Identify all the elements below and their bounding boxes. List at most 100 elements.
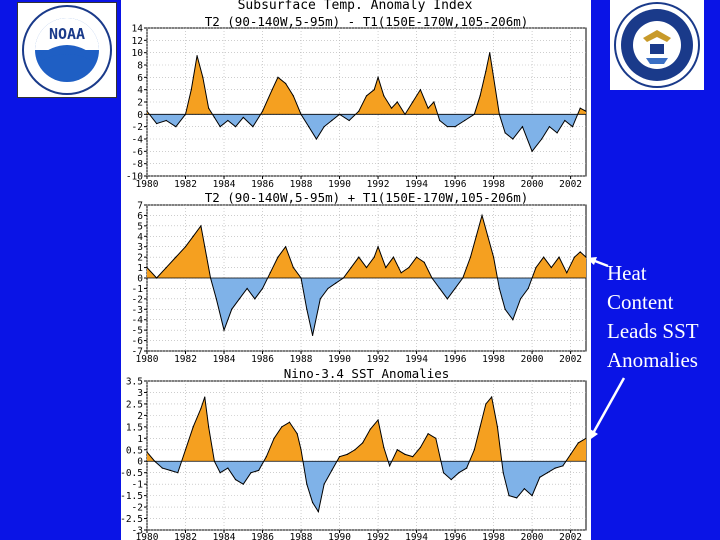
chart-title: Nino-3.4 SST Anomalies — [284, 366, 450, 381]
data-point — [390, 107, 393, 109]
data-point — [323, 483, 325, 485]
y-tick-label: 3 — [137, 388, 143, 399]
data-point — [265, 456, 267, 458]
data-point — [184, 113, 187, 115]
data-point — [252, 126, 254, 128]
data-point — [431, 277, 433, 279]
x-tick-label: 1982 — [174, 532, 197, 540]
y-tick-label: 0 — [137, 457, 143, 468]
data-point — [254, 298, 256, 300]
data-point — [175, 256, 177, 258]
data-point — [331, 469, 333, 471]
data-point — [177, 472, 179, 474]
x-tick-label: 2000 — [521, 354, 544, 365]
data-point — [202, 76, 204, 78]
data-point — [392, 256, 395, 258]
data-point — [419, 89, 422, 91]
data-point — [489, 52, 491, 54]
positive-anomaly-area — [147, 215, 586, 278]
y-tick-label: -6 — [132, 336, 144, 347]
data-point — [269, 272, 271, 274]
data-point — [546, 472, 549, 474]
data-point — [404, 113, 406, 115]
data-point — [300, 113, 302, 115]
y-tick-label: -6 — [132, 147, 144, 158]
data-point — [161, 467, 164, 469]
data-point — [579, 107, 581, 109]
data-point — [389, 465, 391, 467]
data-point — [541, 138, 543, 140]
data-point — [215, 298, 217, 300]
data-point — [377, 76, 379, 78]
data-point — [439, 119, 441, 122]
y-tick-label: 6 — [137, 73, 143, 84]
data-point — [350, 266, 352, 269]
data-point — [146, 266, 148, 269]
data-point — [462, 277, 464, 279]
data-point — [200, 407, 202, 410]
positive-anomaly-area — [147, 52, 586, 115]
data-point — [156, 122, 158, 125]
x-tick-label: 1986 — [251, 179, 274, 190]
data-point — [412, 456, 414, 458]
data-point — [192, 235, 194, 237]
data-point — [277, 76, 279, 78]
data-point — [373, 256, 375, 258]
data-point — [335, 282, 337, 284]
data-point — [404, 453, 406, 455]
data-point — [408, 266, 410, 269]
data-point — [300, 449, 302, 451]
annotation-line-3: Leads SST — [607, 319, 699, 343]
y-tick-label: 2 — [137, 98, 143, 109]
data-point — [491, 396, 493, 398]
x-tick-label: 1992 — [367, 179, 390, 190]
x-tick-label: 2002 — [559, 354, 582, 365]
data-point — [504, 308, 506, 310]
y-tick-label: 8 — [137, 61, 143, 72]
data-point — [383, 95, 385, 97]
data-point — [527, 287, 529, 290]
data-point — [556, 132, 558, 134]
data-point — [539, 476, 541, 478]
data-point — [519, 298, 522, 300]
data-point — [473, 113, 475, 115]
y-tick-label: 0 — [137, 110, 143, 121]
data-point — [373, 89, 375, 91]
data-point — [271, 89, 273, 91]
x-tick-label: 1992 — [367, 354, 390, 365]
x-tick-label: 1986 — [251, 532, 274, 540]
data-point — [234, 126, 237, 128]
data-point — [446, 298, 448, 300]
y-tick-label: -3 — [132, 305, 143, 316]
data-point — [261, 287, 264, 290]
x-tick-label: 1998 — [482, 354, 505, 365]
data-point — [338, 456, 341, 458]
data-point — [196, 55, 198, 57]
data-point — [227, 119, 229, 122]
data-point — [479, 426, 481, 428]
y-tick-label: 3.5 — [126, 377, 143, 388]
data-point — [273, 437, 275, 439]
data-point — [585, 110, 587, 112]
data-point — [485, 70, 487, 72]
y-tick-label: 2.5 — [126, 399, 143, 410]
y-tick-label: -3 — [132, 526, 143, 537]
annotation-arrows — [586, 256, 626, 441]
y-tick-label: 14 — [132, 24, 144, 35]
data-point — [566, 272, 568, 274]
y-tick-label: -10 — [126, 172, 143, 183]
data-point — [433, 101, 435, 103]
y-tick-label: -1.5 — [120, 491, 143, 502]
data-point — [571, 126, 574, 128]
data-point — [496, 426, 499, 428]
data-point — [223, 329, 225, 331]
y-tick-label: 4 — [137, 85, 143, 96]
data-point — [308, 126, 310, 128]
data-point — [473, 449, 475, 451]
negative-anomaly-area — [147, 278, 586, 336]
data-point — [346, 453, 348, 455]
data-point — [169, 469, 171, 471]
data-point — [306, 308, 308, 310]
